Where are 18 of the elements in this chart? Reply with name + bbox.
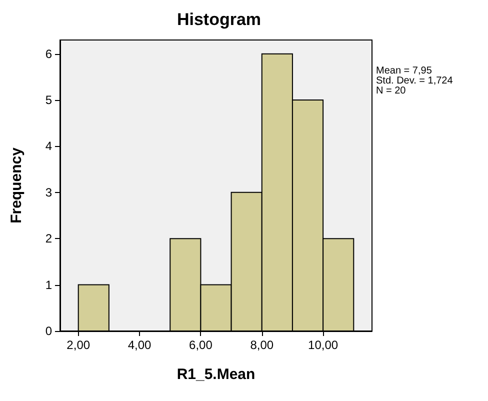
text: N = 20: [376, 86, 406, 96]
chart-title: Histogram: [176, 10, 262, 29]
text: Mean = 7,95: [376, 66, 432, 76]
x-axis-title: R1_5.Mean: [176, 366, 256, 383]
y-tick-label: 6: [45, 46, 52, 61]
y-tick-label: 2: [45, 232, 52, 246]
y-tick-label: 3: [45, 185, 52, 200]
x-tick-label: 10,00: [308, 338, 338, 352]
y-axis-title: Frequency: [8, 146, 25, 224]
x-tick-label: 6,00: [189, 338, 213, 352]
y-tick-label: 4: [45, 139, 52, 154]
y-tick-label: 5: [45, 93, 52, 108]
y-tick-label: 0: [45, 324, 52, 338]
x-tick-label: 4,00: [128, 338, 152, 352]
text: Std. Dev. = 1,724: [376, 76, 454, 86]
y-tick-label: 1: [45, 278, 52, 292]
x-tick-label: 2,00: [66, 338, 90, 352]
x-tick-label: 8,00: [250, 338, 274, 352]
